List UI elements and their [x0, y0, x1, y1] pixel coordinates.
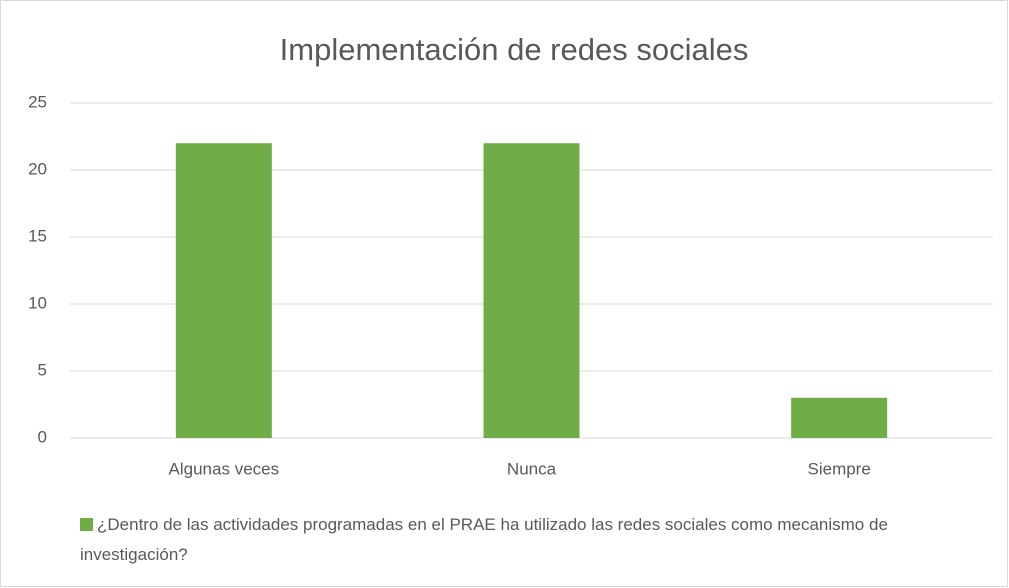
y-tick-label: 25 [28, 92, 47, 111]
y-tick-label: 20 [28, 159, 47, 178]
legend-label: ¿Dentro de las actividades programadas e… [80, 515, 888, 564]
y-tick-label: 15 [28, 226, 47, 245]
x-tick-label: Siempre [808, 459, 871, 478]
legend: ¿Dentro de las actividades programadas e… [80, 510, 900, 570]
y-tick-label: 0 [38, 427, 47, 446]
bar [483, 143, 580, 438]
x-tick-label: Algunas veces [169, 459, 280, 478]
legend-swatch [80, 518, 93, 531]
x-tick-label: Nunca [507, 459, 557, 478]
y-tick-label: 10 [28, 293, 47, 312]
chart-title: Implementación de redes sociales [280, 32, 749, 67]
bar [175, 143, 272, 438]
y-tick-label: 5 [38, 360, 47, 379]
bar [791, 397, 888, 438]
